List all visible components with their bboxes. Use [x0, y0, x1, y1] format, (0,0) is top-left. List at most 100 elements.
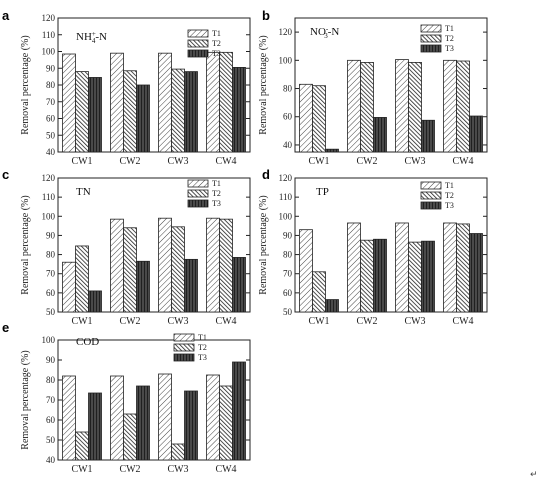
legend-label: T2: [198, 343, 207, 352]
corner-mark: ↵: [530, 469, 538, 479]
bar-cw1-t2: [75, 431, 89, 461]
y-tick-label: 90: [46, 230, 56, 240]
bar-cw4-t2: [219, 218, 233, 313]
bar-cw2-t1: [347, 222, 361, 313]
plot-frame: [294, 17, 488, 153]
y-tick-label: 110: [42, 192, 56, 202]
y-tick-label: 50: [283, 307, 293, 317]
y-tick-label: 50: [46, 307, 56, 317]
y-tick-label: 60: [46, 415, 56, 425]
legend-label: T2: [212, 189, 221, 198]
y-tick-label: 70: [46, 395, 56, 405]
legend-label: T1: [212, 29, 221, 38]
x-category-label: CW4: [452, 156, 473, 167]
y-tick-label: 80: [46, 375, 56, 385]
y-axis-label: Removal percentage (%): [20, 350, 31, 449]
panel-letter: d: [262, 167, 270, 182]
bar-cw1-t3: [88, 392, 102, 461]
x-category-label: CW2: [356, 156, 377, 167]
legend-swatch-t2: [187, 189, 209, 198]
y-tick-label: 60: [283, 112, 293, 122]
y-tick-label: 50: [46, 435, 56, 445]
bar-cw1-t1: [299, 229, 313, 313]
legend-label: T1: [198, 333, 207, 342]
bar-cw2-t2: [123, 413, 137, 461]
legend-swatch-t3: [187, 199, 209, 208]
bar-cw1-t3: [88, 77, 102, 153]
legend-label: T2: [212, 39, 221, 48]
y-tick-label: 80: [283, 250, 293, 260]
bar-cw1-t1: [62, 375, 76, 461]
bar-cw4-t3: [232, 67, 246, 153]
x-category-label: CW2: [356, 316, 377, 327]
y-tick-label: 80: [46, 250, 56, 260]
panel-letter: e: [2, 320, 9, 335]
bar-cw2-t3: [136, 385, 150, 461]
y-tick-label: 110: [42, 30, 56, 40]
legend-swatch-t3: [420, 44, 442, 53]
panel-title: NH+ 4-N: [76, 30, 107, 45]
y-tick-label: 70: [46, 97, 56, 107]
bar-cw2-t2: [360, 62, 374, 153]
x-category-label: CW4: [215, 464, 236, 475]
y-tick-label: 100: [279, 55, 293, 65]
panel-b: b 40 60 80 100 120 Removal percentage (%) NO-3-…: [258, 8, 488, 167]
bar-cw2-t3: [373, 238, 387, 313]
x-category-label: CW1: [308, 156, 329, 167]
bar-cw4-t1: [206, 374, 220, 461]
panel-title: TP: [316, 186, 329, 198]
bar-cw2-t1: [110, 52, 124, 153]
legend-label: T3: [212, 49, 221, 58]
bar-cw2-t2: [123, 227, 137, 313]
x-category-label: CW2: [119, 156, 140, 167]
bar-cw1-t3: [325, 299, 339, 313]
bar-cw4-t3: [469, 233, 483, 313]
bar-cw2-t3: [136, 84, 150, 153]
bar-cw1-t2: [75, 71, 89, 153]
y-tick-label: 40: [46, 147, 56, 157]
y-tick-label: 40: [283, 140, 293, 150]
legend-label: T2: [445, 191, 454, 200]
y-axis-label: Removal percentage (%): [258, 35, 269, 134]
bar-cw3-t2: [171, 443, 185, 461]
panel-e: e 40 50 60 70 80 90 100 Removal percentage (%) CO…: [2, 320, 251, 475]
bar-cw3-t1: [158, 373, 172, 461]
bar-cw1-t1: [62, 53, 76, 153]
bar-cw3-t3: [184, 258, 198, 313]
legend-swatch-t2: [420, 34, 442, 43]
y-axis-label: Removal percentage (%): [258, 195, 269, 294]
x-category-label: CW3: [167, 156, 188, 167]
y-tick-label: 70: [46, 269, 56, 279]
legend-swatch-t2: [187, 39, 209, 48]
bar-cw3-t2: [408, 62, 422, 153]
x-category-label: CW4: [215, 316, 236, 327]
y-tick-label: 100: [279, 211, 293, 221]
bar-cw3-t1: [395, 222, 409, 313]
panel-a: a 40 50 60 70 80 90 100 110 120 Removal percentage…: [2, 8, 251, 167]
bar-cw3-t1: [395, 59, 409, 153]
panel-letter: a: [2, 8, 10, 23]
x-category-label: CW1: [71, 464, 92, 475]
legend-swatch-t1: [420, 24, 442, 33]
bar-cw3-t3: [421, 119, 435, 153]
bar-cw2-t3: [373, 117, 387, 153]
y-axis-label: Removal percentage (%): [20, 195, 31, 294]
legend-swatch-t2: [420, 191, 442, 200]
x-category-label: CW1: [308, 316, 329, 327]
legend-swatch-t3: [420, 201, 442, 210]
x-category-label: CW2: [119, 316, 140, 327]
bar-cw4-t3: [469, 115, 483, 153]
panel-title: TN: [76, 186, 91, 198]
bar-cw3-t3: [184, 390, 198, 461]
bar-cw1-t3: [88, 290, 102, 313]
legend-label: T1: [445, 181, 454, 190]
legend-label: T3: [445, 201, 454, 210]
bar-cw4-t3: [232, 361, 246, 461]
legend-swatch-t2: [173, 343, 195, 352]
x-category-label: CW3: [404, 316, 425, 327]
y-tick-label: 100: [42, 211, 56, 221]
panel-letter: c: [2, 167, 9, 182]
bar-cw3-t2: [171, 68, 185, 153]
x-category-label: CW3: [167, 316, 188, 327]
